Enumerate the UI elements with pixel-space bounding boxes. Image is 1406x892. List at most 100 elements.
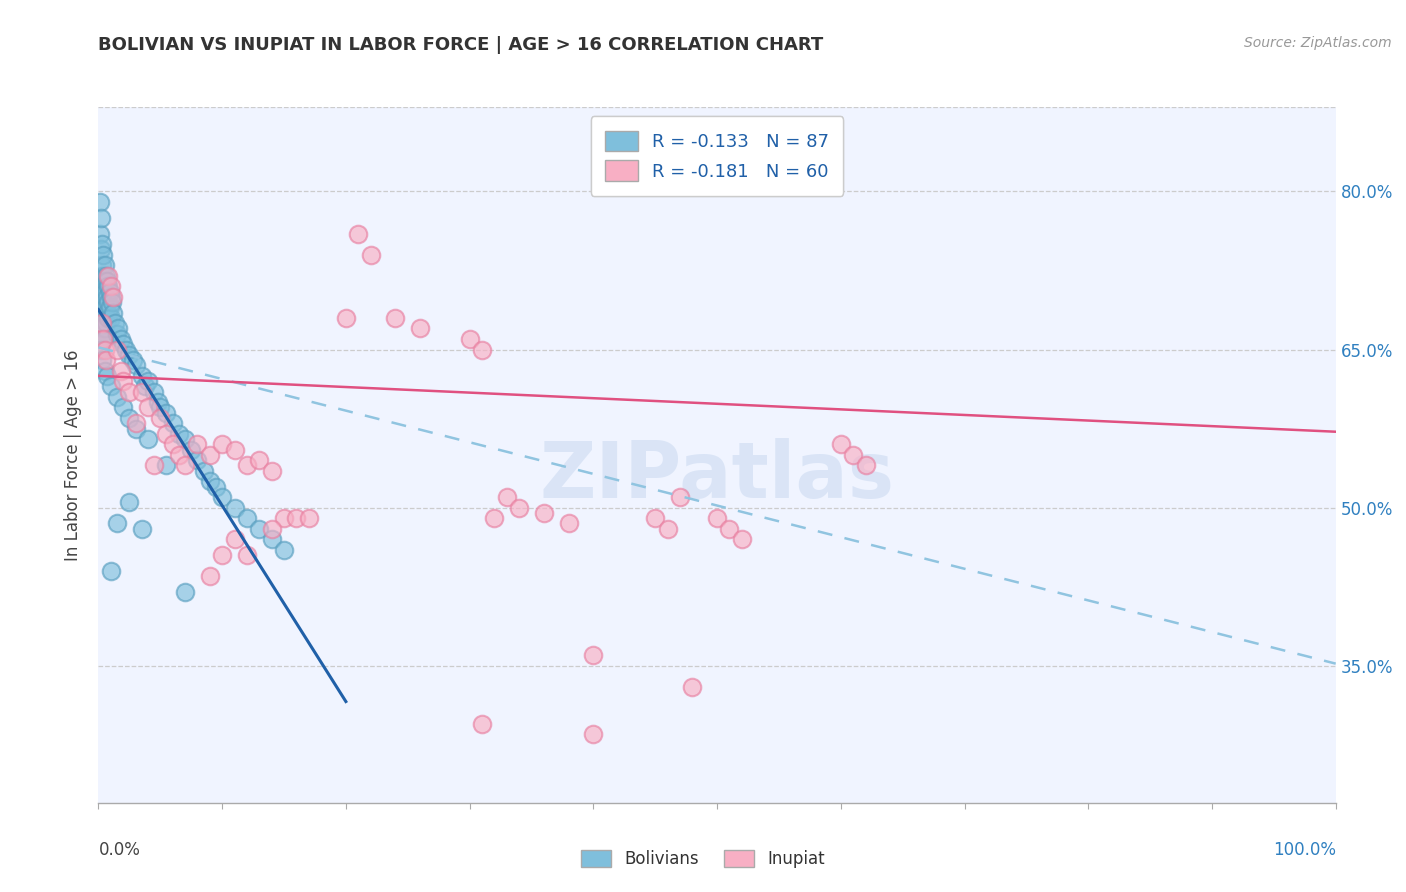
- Legend: R = -0.133   N = 87, R = -0.181   N = 60: R = -0.133 N = 87, R = -0.181 N = 60: [591, 116, 844, 195]
- Point: [236, 548, 259, 562]
- Point: [205, 479, 228, 493]
- Point: [90, 274, 112, 288]
- Point: [94, 285, 117, 299]
- Point: [706, 511, 728, 525]
- Point: [247, 453, 270, 467]
- Point: [149, 401, 172, 415]
- Point: [97, 268, 120, 283]
- Point: [91, 285, 114, 299]
- Point: [94, 316, 117, 330]
- Point: [211, 548, 233, 562]
- Point: [273, 542, 295, 557]
- Point: [174, 585, 197, 599]
- Point: [96, 274, 118, 288]
- Point: [136, 374, 159, 388]
- Point: [247, 522, 270, 536]
- Point: [118, 495, 141, 509]
- Point: [167, 426, 190, 441]
- Point: [91, 237, 114, 252]
- Point: [91, 316, 114, 330]
- Text: Source: ZipAtlas.com: Source: ZipAtlas.com: [1244, 36, 1392, 50]
- Point: [830, 437, 852, 451]
- Point: [155, 458, 177, 473]
- Point: [90, 243, 112, 257]
- Point: [731, 533, 754, 547]
- Point: [93, 321, 115, 335]
- Point: [90, 211, 112, 225]
- Point: [112, 374, 135, 388]
- Point: [94, 353, 117, 368]
- Point: [155, 406, 177, 420]
- Point: [458, 332, 481, 346]
- Point: [100, 379, 122, 393]
- Point: [384, 310, 406, 325]
- Point: [669, 490, 692, 504]
- Point: [97, 295, 120, 310]
- Point: [94, 301, 117, 315]
- Point: [114, 343, 136, 357]
- Point: [101, 295, 124, 310]
- Point: [124, 421, 146, 435]
- Point: [96, 368, 118, 383]
- Point: [273, 511, 295, 525]
- Point: [298, 511, 321, 525]
- Point: [285, 511, 308, 525]
- Y-axis label: In Labor Force | Age > 16: In Labor Force | Age > 16: [65, 349, 83, 561]
- Point: [93, 290, 115, 304]
- Point: [110, 363, 132, 377]
- Point: [93, 247, 115, 261]
- Point: [94, 268, 117, 283]
- Point: [107, 321, 129, 335]
- Point: [146, 395, 169, 409]
- Point: [582, 648, 605, 663]
- Point: [471, 343, 494, 357]
- Point: [134, 379, 156, 393]
- Point: [681, 680, 703, 694]
- Point: [193, 464, 215, 478]
- Point: [180, 442, 202, 457]
- Point: [103, 290, 125, 304]
- Point: [118, 411, 141, 425]
- Point: [98, 301, 121, 315]
- Point: [97, 310, 120, 325]
- Point: [90, 268, 112, 283]
- Point: [93, 279, 115, 293]
- Point: [167, 448, 190, 462]
- Point: [97, 279, 120, 293]
- Legend: Bolivians, Inupiat: Bolivians, Inupiat: [575, 843, 831, 875]
- Point: [198, 448, 221, 462]
- Point: [103, 316, 125, 330]
- Point: [360, 247, 382, 261]
- Point: [224, 533, 246, 547]
- Point: [122, 353, 145, 368]
- Point: [96, 290, 118, 304]
- Point: [718, 522, 741, 536]
- Point: [211, 490, 233, 504]
- Text: 0.0%: 0.0%: [98, 841, 141, 859]
- Text: BOLIVIAN VS INUPIAT IN LABOR FORCE | AGE > 16 CORRELATION CHART: BOLIVIAN VS INUPIAT IN LABOR FORCE | AGE…: [98, 36, 824, 54]
- Point: [100, 310, 122, 325]
- Point: [143, 384, 166, 399]
- Point: [93, 295, 115, 310]
- Point: [103, 305, 125, 319]
- Point: [93, 321, 115, 335]
- Point: [198, 475, 221, 489]
- Point: [495, 490, 517, 504]
- Point: [100, 290, 122, 304]
- Point: [93, 332, 115, 346]
- Point: [644, 511, 666, 525]
- Point: [347, 227, 370, 241]
- Point: [93, 305, 115, 319]
- Point: [90, 343, 112, 357]
- Point: [484, 511, 506, 525]
- Point: [91, 258, 114, 272]
- Point: [124, 417, 146, 431]
- Text: 100.0%: 100.0%: [1272, 841, 1336, 859]
- Point: [174, 458, 197, 473]
- Point: [162, 437, 184, 451]
- Point: [143, 458, 166, 473]
- Point: [93, 268, 115, 283]
- Point: [162, 417, 184, 431]
- Point: [91, 332, 114, 346]
- Point: [96, 305, 118, 319]
